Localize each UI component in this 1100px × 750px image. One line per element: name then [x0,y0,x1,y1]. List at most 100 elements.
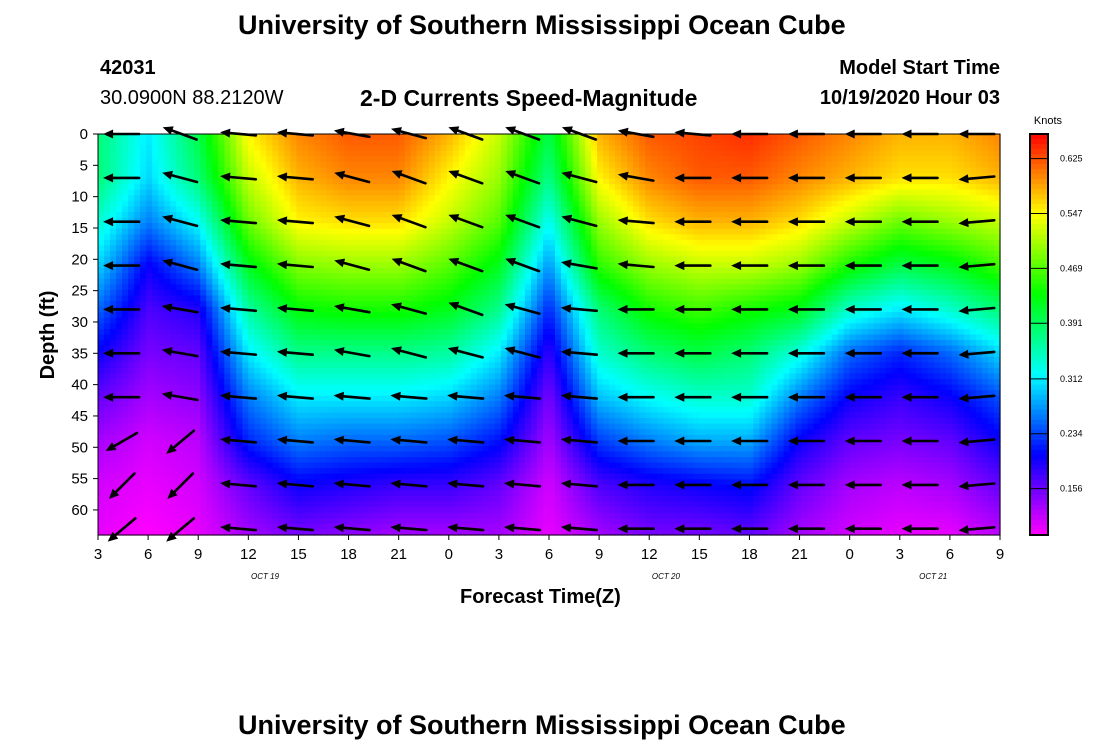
heatmap-cell [494,496,502,503]
heatmap-cell [224,206,231,213]
heatmap-cell [206,172,213,180]
heatmap-cell [362,172,370,180]
heatmap-cell [122,189,129,196]
heatmap-cell [200,295,207,302]
heatmap-cell [500,172,508,180]
heatmap-cell [122,301,129,308]
heatmap-cell [176,457,183,464]
heatmap-cell [506,245,514,252]
heatmap-cell [158,529,165,536]
heatmap-cell [158,473,165,480]
heatmap-cell [410,223,418,230]
heatmap-cell [128,340,135,347]
heatmap-cell [374,384,382,391]
heatmap-cell [260,239,267,246]
heatmap-cell [446,401,454,408]
heatmap-cell [398,145,406,152]
heatmap-cell [176,418,183,425]
heatmap-cell [296,189,304,196]
heatmap-cell [248,501,255,508]
heatmap-cell [296,228,304,235]
heatmap-cell [320,245,328,252]
heatmap-cell [458,161,466,169]
heatmap-cell [410,518,418,525]
heatmap-cell [332,351,340,358]
heatmap-cell [398,184,406,191]
heatmap-cell [308,267,316,274]
heatmap-cell [230,301,237,308]
heatmap-cell [338,156,346,163]
heatmap-cell [398,134,406,141]
heatmap-cell [296,172,304,180]
heatmap-cell [104,340,111,347]
heatmap-cell [140,245,147,252]
heatmap-cell [392,184,400,191]
heatmap-cell [440,211,448,219]
heatmap-cell [308,379,316,386]
heatmap-cell [320,496,328,503]
heatmap-cell [506,217,514,224]
heatmap-cell [266,328,273,336]
heatmap-cell [476,429,484,436]
heatmap-cell [488,189,496,196]
heatmap-cell [116,167,123,174]
heatmap-cell [164,351,171,358]
heatmap-cell [428,384,436,391]
heatmap-cell [446,429,454,436]
heatmap-cell [266,445,273,453]
heatmap-cell [218,206,225,213]
heatmap-cell [314,184,322,191]
heatmap-cell [314,195,322,202]
heatmap-cell [296,412,304,419]
heatmap-cell [410,507,418,514]
heatmap-cell [164,518,171,525]
heatmap-cell [296,384,304,391]
heatmap-cell [152,145,159,152]
heatmap-cell [356,440,364,447]
heatmap-cell [428,289,436,297]
heatmap-cell [362,239,370,246]
heatmap-cell [176,161,183,169]
heatmap-cell [182,496,189,503]
heatmap-cell [422,256,430,263]
heatmap-cell [176,351,183,358]
heatmap-cell [398,156,406,163]
heatmap-cell [434,529,442,536]
heatmap-cell [188,289,195,297]
heatmap-cell [464,223,472,230]
heatmap-cell [278,312,286,319]
heatmap-cell [212,306,219,313]
heatmap-cell [326,217,334,224]
heatmap-cell [218,490,225,497]
heatmap-cell [182,284,189,291]
heatmap-cell [200,301,207,308]
heatmap-cell [452,356,460,363]
heatmap-cell [284,301,292,308]
heatmap-cell [506,457,514,464]
heatmap-cell [182,228,189,235]
heatmap-cell [194,473,201,480]
heatmap-cell [470,150,478,157]
heatmap-cell [260,262,267,269]
heatmap-cell [332,379,340,386]
heatmap-cell [404,418,412,425]
heatmap-cell [422,284,430,291]
heatmap-cell [500,278,508,285]
heatmap-cell [470,145,478,152]
heatmap-cell [182,362,189,369]
heatmap-cell [326,184,334,191]
heatmap-cell [422,295,430,302]
heatmap-cell [182,273,189,280]
heatmap-cell [344,401,352,408]
heatmap-cell [482,195,490,202]
heatmap-cell [488,273,496,280]
heatmap-cell [206,278,213,285]
heatmap-cell [314,523,322,531]
heatmap-cell [446,518,454,525]
heatmap-cell [296,323,304,330]
heatmap-cell [284,167,292,174]
heatmap-cell [500,289,508,297]
heatmap-cell [212,362,219,369]
heatmap-cell [122,267,129,274]
heatmap-cell [224,250,231,258]
